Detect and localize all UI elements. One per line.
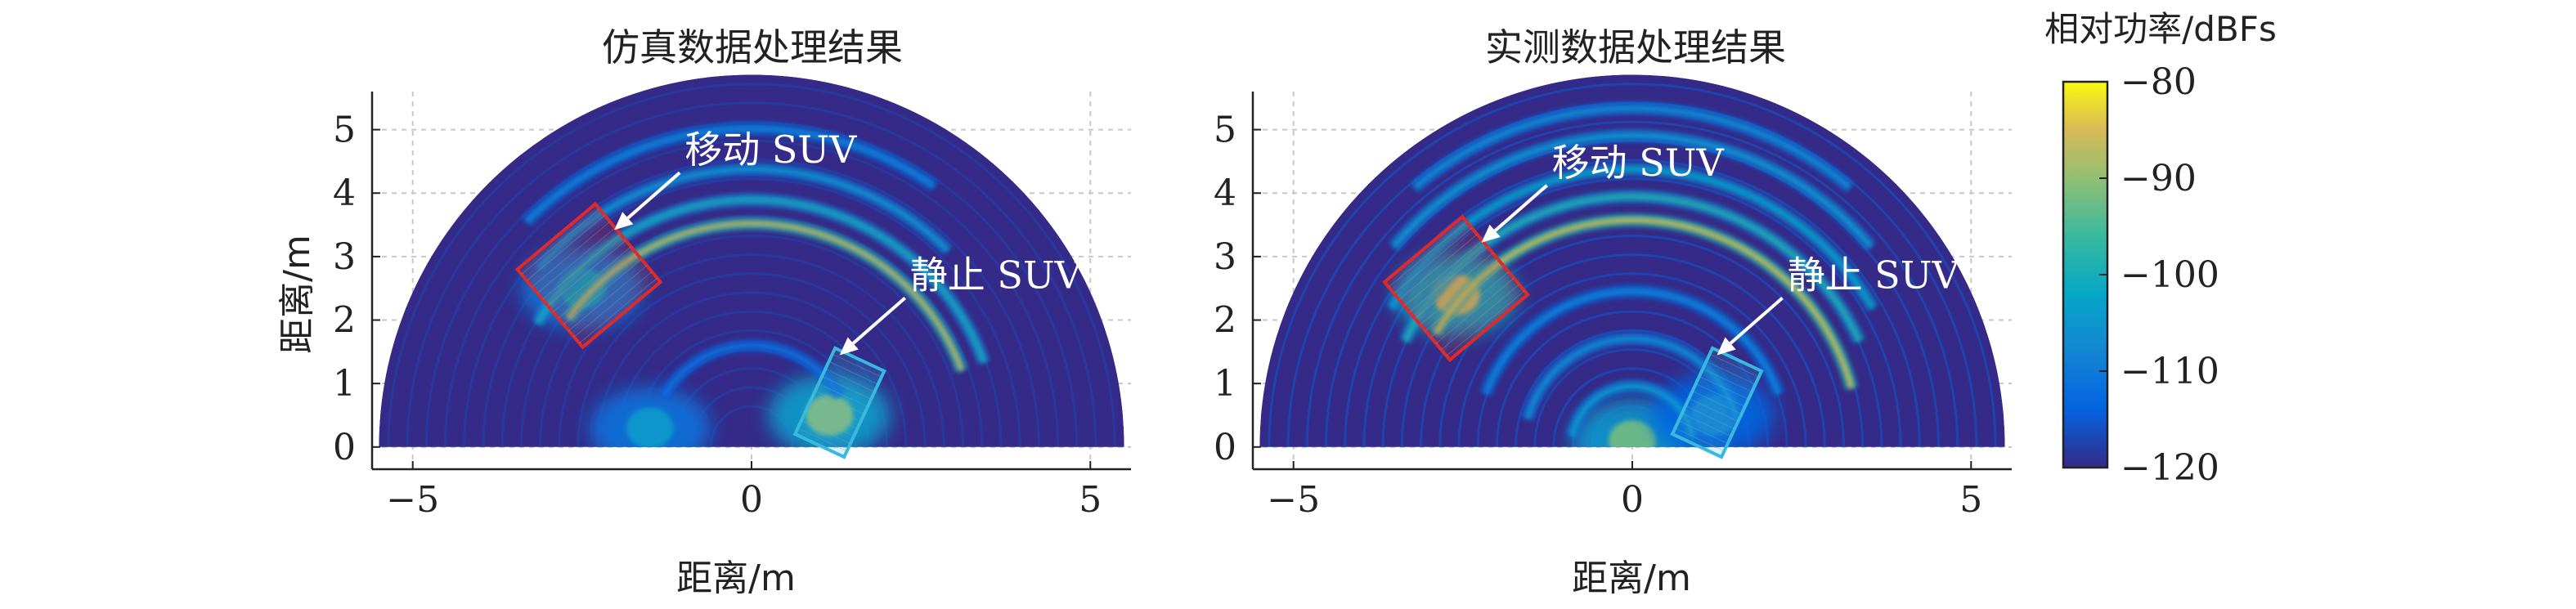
chart-left-plot-area: 移动 SUV 静止 SUV −5 0 5 0 1 2 3 4 5	[333, 74, 1131, 521]
heatmap	[379, 74, 1124, 447]
moving-suv-box	[1382, 214, 1530, 363]
static-suv-arrow	[839, 296, 907, 356]
y-tick-label: 1	[333, 363, 356, 405]
colorbar-tick-label: −90	[2120, 158, 2197, 199]
static-suv-box	[1670, 346, 1764, 459]
y-tick-label: 4	[333, 172, 356, 214]
static-suv-label: 静止 SUV	[1788, 253, 1960, 297]
moving-suv-label: 移动 SUV	[684, 128, 857, 172]
y-tick-label: 1	[1214, 363, 1236, 405]
heatmap-arc	[1389, 167, 1875, 310]
y-tick-label: 4	[1214, 172, 1236, 214]
heatmap-spot	[1609, 420, 1656, 447]
chart-right: 实测数据处理结果 移动 SUV 静止 SUV −5 0 5 0 1 2 3 4 5 距离/m	[1214, 25, 2012, 599]
x-tick-label: 0	[740, 479, 763, 521]
y-tick-label: 2	[1214, 300, 1236, 342]
moving-suv-box	[514, 201, 663, 350]
heatmap-ring	[558, 253, 945, 447]
heatmap-ring	[595, 292, 908, 447]
chart-right-title: 实测数据处理结果	[1485, 25, 1786, 69]
x-tick-label: −5	[386, 479, 439, 521]
colorbar-tick-label: −100	[2120, 254, 2219, 296]
colorbar-scale: −80 −90 −100 −110 −120	[2062, 61, 2219, 489]
heatmap-spot	[806, 395, 854, 436]
y-tick-label: 2	[333, 300, 356, 342]
moving-suv-label: 移动 SUV	[1552, 141, 1725, 185]
chart-left-title: 仿真数据处理结果	[602, 25, 903, 69]
x-tick-label: 5	[1959, 479, 1982, 521]
heatmap-arc	[662, 343, 841, 397]
heatmap-arc	[1434, 217, 1854, 389]
heatmap-ring	[538, 235, 965, 447]
heatmap-arc	[1483, 289, 1781, 395]
colorbar: 相对功率/dBFs −80 −90 −100 −110 −120	[2044, 9, 2277, 489]
x-tick-label: −5	[1267, 479, 1320, 521]
y-tick-label: 5	[333, 110, 356, 151]
x-tick-label: 5	[1079, 479, 1102, 521]
moving-suv-arrow	[614, 171, 681, 231]
y-tick-label: 0	[1214, 427, 1236, 468]
heatmap-arc	[524, 126, 936, 224]
x-tick-label: 0	[1621, 479, 1644, 521]
static-suv-label: 静止 SUV	[910, 253, 1083, 297]
heatmap-arc	[1525, 336, 1739, 420]
chart-right-plot-area: 移动 SUV 静止 SUV −5 0 5 0 1 2 3 4 5	[1214, 74, 2012, 521]
heatmap-ring	[614, 311, 889, 447]
heatmap-arc	[1402, 194, 1862, 343]
y-tick-label: 3	[1214, 236, 1236, 278]
chart-left-ylabel: 距离/m	[276, 235, 318, 354]
chart-right-xlabel: 距离/m	[1572, 558, 1691, 599]
chart-left-xlabel: 距离/m	[676, 558, 796, 599]
static-suv-arrow	[1717, 296, 1784, 356]
colorbar-tick-label: −80	[2120, 61, 2197, 103]
moving-suv-arrow	[1481, 184, 1548, 243]
colorbar-label: 相对功率/dBFs	[2044, 9, 2277, 49]
static-suv-box	[792, 346, 886, 459]
y-tick-label: 3	[333, 236, 356, 278]
heatmap-arc	[1392, 133, 1873, 249]
chart-left: 仿真数据处理结果 移动 SUV 静止 SUV −5 0 5 0 1 2 3 4 5 距离/m 距离/…	[276, 25, 1131, 599]
heatmap-spot	[626, 407, 674, 447]
y-tick-label: 0	[333, 427, 356, 468]
heatmap-arc	[566, 221, 964, 372]
colorbar-tick-label: −110	[2120, 351, 2219, 392]
heatmap-arc	[536, 167, 949, 271]
y-tick-label: 5	[1214, 110, 1236, 151]
colorbar-tick-label: −120	[2120, 447, 2219, 489]
heatmap-arc	[535, 197, 986, 364]
heatmap-background	[379, 74, 1124, 447]
heatmap-arc	[1413, 106, 1851, 190]
